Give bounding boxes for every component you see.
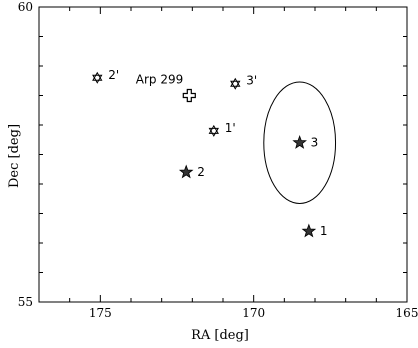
x-tick-label: 170 <box>242 306 265 320</box>
point-arp-299: Arp 299 <box>136 73 196 103</box>
marks-layer: 1 2 3 1' 2' 3' Arp 299 <box>92 68 328 238</box>
field-circle-layer <box>263 81 337 204</box>
point-label: 2' <box>108 68 119 82</box>
field-circle <box>263 81 337 204</box>
point-3: 3 <box>292 135 319 150</box>
point-label: 2 <box>197 165 205 179</box>
y-tick-label: 60 <box>18 0 33 14</box>
point-label: 3 <box>311 136 319 150</box>
plot-frame <box>38 6 408 303</box>
point-2: 2 <box>178 164 205 179</box>
y-axis-label: Dec [deg] <box>7 124 22 188</box>
point-1: 1 <box>301 223 328 238</box>
point-1: 1' <box>208 121 236 137</box>
y-tick-label: 55 <box>18 295 33 309</box>
point-label: 3' <box>246 74 257 88</box>
point-label: 1' <box>225 121 236 135</box>
axis-ticks: 175 170 165 55 60 <box>18 0 418 320</box>
x-tick-label: 165 <box>396 306 418 320</box>
x-tick-label: 175 <box>89 306 112 320</box>
point-label: 1 <box>320 224 328 238</box>
point-label: Arp 299 <box>136 73 183 87</box>
point-3: 3' <box>230 74 257 90</box>
x-axis-label: RA [deg] <box>191 328 249 343</box>
point-2: 2' <box>92 68 119 84</box>
